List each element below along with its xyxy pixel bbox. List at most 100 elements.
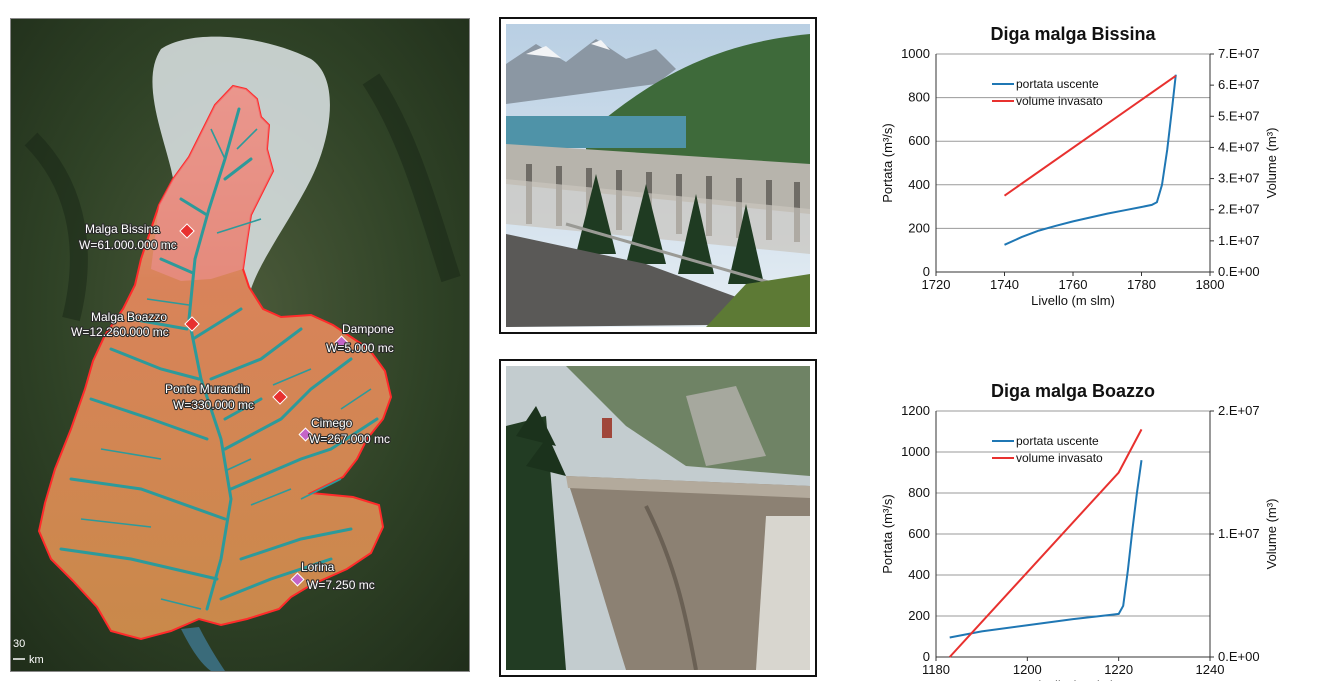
series-line-portata xyxy=(949,460,1143,639)
x-axis-label: Livello (m slm) xyxy=(1031,678,1115,681)
chart-bissina: Diga malga Bissina 0 200 400 600 800 1000 0.E+0… xyxy=(840,18,1320,338)
marker-name: Dampone xyxy=(342,322,394,336)
y2-tick-label: 6.E+07 xyxy=(1218,77,1260,92)
x-tick-label: 1180 xyxy=(922,662,950,677)
legend-label: volume invasato xyxy=(1016,451,1103,465)
y-tick-label: 800 xyxy=(908,485,930,500)
x-tick-label: 1220 xyxy=(1104,662,1133,677)
y2-axis-label: Volume (m³) xyxy=(1264,499,1279,570)
x-axis-label: Livello (m slm) xyxy=(1031,293,1115,308)
chart-boazzo: Diga malga Boazzo 0 200 400 600 800 1000 1200 0.… xyxy=(840,378,1320,681)
y-tick-label: 0 xyxy=(923,264,930,279)
y-tick-label: 200 xyxy=(908,608,930,623)
chart-boazzo-svg: Diga malga Boazzo 0 200 400 600 800 1000 1200 0.… xyxy=(880,381,1279,681)
marker-cimego[interactable]: Cimego W=267.000 mc xyxy=(298,415,391,447)
y-tick-label: 1000 xyxy=(901,444,930,459)
y-tick-label: 1200 xyxy=(901,403,930,418)
y-tick-label: 0 xyxy=(923,649,930,664)
photo-boazzo-illustration xyxy=(506,366,810,670)
y2-tick-label: 2.E+07 xyxy=(1218,202,1260,217)
y2-tick-label: 4.E+07 xyxy=(1218,139,1260,154)
y-axis-label: Portata (m³/s) xyxy=(880,123,895,202)
map-scale: 30 km xyxy=(13,638,44,666)
x-tick-label: 1720 xyxy=(922,277,951,292)
y2-tick-label: 1.E+07 xyxy=(1218,233,1260,248)
river-network xyxy=(59,107,379,611)
chart-title: Diga malga Boazzo xyxy=(991,381,1155,401)
ridge-shadow xyxy=(362,73,461,283)
x-tick-label: 1200 xyxy=(1013,662,1042,677)
x-tick-label: 1760 xyxy=(1059,277,1088,292)
marker-diamond-icon xyxy=(179,223,195,239)
y-tick-label: 400 xyxy=(908,177,930,192)
marker-value: W=5.000 mc xyxy=(326,341,394,355)
y2-tick-label: 1.E+07 xyxy=(1218,526,1260,541)
y2-tick-label: 2.E+07 xyxy=(1218,403,1260,418)
spillway xyxy=(756,516,810,670)
marker-name: Ponte Murandin xyxy=(165,382,250,396)
legend-label: portata uscente xyxy=(1016,434,1099,448)
dam-tower xyxy=(602,418,612,438)
ridge-shadow xyxy=(24,132,88,322)
marker-value: W=330.000 mc xyxy=(173,398,254,412)
y-tick-label: 1000 xyxy=(901,46,930,61)
dam-face xyxy=(506,179,810,254)
y-tick-label: 800 xyxy=(908,90,930,105)
y2-tick-label: 0.E+00 xyxy=(1218,649,1260,664)
rock-face xyxy=(686,386,766,466)
pine-trees xyxy=(516,406,566,476)
marker-name: Cimego xyxy=(311,416,353,430)
y-axis-label: Portata (m³/s) xyxy=(880,494,895,573)
legend-label: volume invasato xyxy=(1016,94,1103,108)
x-tick-label: 1240 xyxy=(1196,662,1225,677)
marker-diamond-icon xyxy=(298,427,313,442)
photo-boazzo-dam xyxy=(499,359,817,677)
chart-bissina-svg: Diga malga Bissina 0 200 400 600 800 1000 0.E+0… xyxy=(880,24,1279,308)
snow-peaks xyxy=(526,40,610,58)
series-line-volume xyxy=(1003,74,1177,197)
y-tick-label: 200 xyxy=(908,220,930,235)
marker-value: W=267.000 mc xyxy=(309,432,390,446)
scale-number: 30 xyxy=(13,638,25,650)
marker-dampone[interactable]: Dampone W=5.000 mc xyxy=(325,321,396,356)
catchment-map: Malga Bissina W=61.000.000 mc Malga Boaz… xyxy=(10,18,470,672)
marker-value: W=61.000.000 mc xyxy=(79,238,177,252)
dam-crest xyxy=(566,476,810,498)
lake xyxy=(181,627,225,671)
y2-tick-label: 3.E+07 xyxy=(1218,171,1260,186)
chart-title: Diga malga Bissina xyxy=(990,24,1156,44)
y2-tick-label: 0.E+00 xyxy=(1218,264,1260,279)
y-tick-label: 600 xyxy=(908,526,930,541)
marker-lorina[interactable]: Lorina W=7.250 mc xyxy=(290,559,376,593)
grass xyxy=(706,274,810,327)
x-tick-label: 1780 xyxy=(1127,277,1156,292)
marker-value: W=7.250 mc xyxy=(307,578,375,592)
series-line-volume xyxy=(948,428,1143,658)
marker-name: Malga Boazzo xyxy=(91,310,167,324)
y2-axis-label: Volume (m³) xyxy=(1264,128,1279,199)
photo-bissina-dam xyxy=(499,17,817,334)
marker-diamond-icon xyxy=(290,572,305,587)
map-svg: Malga Bissina W=61.000.000 mc Malga Boaz… xyxy=(11,19,469,671)
river-tributaries xyxy=(80,128,372,610)
y-tick-label: 400 xyxy=(908,567,930,582)
marker-name: Lorina xyxy=(301,560,335,574)
y2-tick-label: 5.E+07 xyxy=(1218,108,1260,123)
marker-malga-boazzo[interactable]: Malga Boazzo W=12.260.000 mc xyxy=(70,309,200,340)
y-tick-label: 600 xyxy=(908,133,930,148)
lake xyxy=(506,116,686,148)
marker-malga-bissina[interactable]: Malga Bissina W=61.000.000 mc xyxy=(78,221,195,253)
legend-label: portata uscente xyxy=(1016,77,1099,91)
marker-value: W=12.260.000 mc xyxy=(71,325,169,339)
marker-name: Malga Bissina xyxy=(85,222,160,236)
x-tick-label: 1800 xyxy=(1196,277,1225,292)
catchment-basin xyxy=(37,84,393,641)
dam-wall xyxy=(566,476,810,670)
series-line-portata xyxy=(1004,74,1177,246)
marker-ponte-murandin[interactable]: Ponte Murandin W=330.000 mc xyxy=(164,381,288,413)
forest-left xyxy=(506,416,566,670)
scale-unit: km xyxy=(29,654,44,666)
dam-crest xyxy=(506,144,810,214)
photo-bissina-illustration xyxy=(506,24,810,327)
y2-tick-label: 7.E+07 xyxy=(1218,46,1260,61)
